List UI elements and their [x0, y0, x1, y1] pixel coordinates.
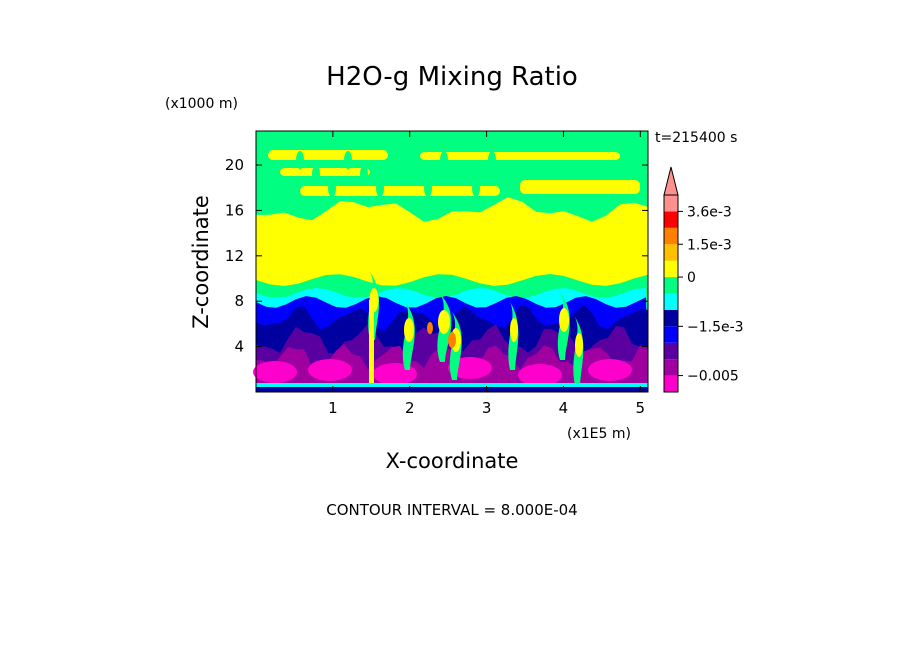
field-column [369, 300, 374, 392]
field-upper-cell [328, 179, 336, 197]
contour-field [253, 131, 648, 392]
x-tick-label: 3 [482, 399, 492, 417]
field-plume-core [404, 318, 414, 342]
x-axis-label: X-coordinate [386, 449, 519, 473]
colorbar-label: 3.6e-3 [687, 204, 732, 220]
colorbar-label: −0.005 [687, 369, 739, 385]
field-upper-streak [280, 168, 370, 176]
y-tick-label: 8 [234, 292, 244, 310]
colorbar-swatch [664, 326, 678, 343]
field-upper-cell [408, 165, 416, 183]
y-tick-label: 16 [225, 201, 244, 219]
colorbar-swatch [664, 359, 678, 376]
field-magenta-blob [253, 361, 297, 383]
x-tick-label: 2 [405, 399, 415, 417]
colorbar-label: 0 [687, 270, 696, 286]
colorbar-swatch [664, 277, 678, 294]
colorbar-swatch [664, 260, 678, 278]
y-axis-label: Z-coordinate [189, 195, 213, 329]
chart-title: H2O-g Mixing Ratio [326, 62, 578, 92]
field-magenta-blob [308, 359, 352, 381]
field-upper-streak [520, 180, 640, 194]
colorbar-swatch [664, 375, 678, 392]
field-plume-core [559, 308, 569, 332]
colorbar-swatch [664, 227, 678, 245]
colorbar-arrow [663, 166, 679, 196]
field-upper-cell [312, 165, 320, 183]
field-upper-cell [296, 151, 304, 169]
field-upper-cell [424, 179, 432, 197]
field-upper-cell [488, 151, 496, 169]
field-upper-cell [344, 151, 352, 169]
field-upper-streak [300, 186, 500, 196]
x-unit-label: (x1E5 m) [567, 426, 631, 442]
y-axis: 4 8 12 16 20 [225, 156, 648, 356]
colorbar-swatch [664, 244, 678, 261]
colorbar-frame [663, 194, 679, 393]
field-magenta-blob [588, 359, 632, 381]
field-upper-cell [376, 179, 384, 197]
x-tick-label: 4 [559, 399, 569, 417]
field-upper-cell [392, 151, 400, 169]
contour-plot [253, 130, 649, 393]
field-surface-cyan [256, 383, 648, 387]
colorbar-swatch [664, 211, 678, 228]
field-plume-peak [448, 332, 456, 348]
colorbar-swatch [664, 293, 678, 310]
field-upper-cell [360, 165, 368, 183]
colorbar-swatch [664, 309, 678, 327]
colorbar-swatch [664, 195, 678, 212]
y-tick-label: 12 [225, 247, 244, 265]
field-plume-peak [427, 322, 433, 334]
field-plume-core [438, 310, 450, 334]
y-tick-label: 20 [225, 156, 244, 174]
x-tick-label: 5 [636, 399, 646, 417]
field-plume-core [575, 333, 583, 357]
x-tick-label: 1 [328, 399, 338, 417]
colorbar-label: 1.5e-3 [687, 237, 732, 253]
field-magenta-blob [518, 364, 562, 386]
contour-interval-label: CONTOUR INTERVAL = 8.000E-04 [326, 501, 577, 519]
time-label: t=215400 s [655, 130, 737, 146]
field-surface-navy [256, 387, 648, 392]
y-unit-label: (x1000 m) [165, 96, 238, 112]
field-upper-cell [456, 165, 464, 183]
colorbar: 3.6e-3 1.5e-3 0 −1.5e-3 −0.005 [663, 166, 744, 393]
field-plume-core [510, 318, 518, 342]
field-upper-streak [420, 152, 620, 160]
field-mid-band [256, 197, 648, 286]
colorbar-label: −1.5e-3 [687, 319, 744, 335]
y-tick-label: 4 [234, 338, 244, 356]
field-upper-cell [472, 179, 480, 197]
x-axis: 1 2 3 4 5 [328, 131, 645, 417]
field-upper-cell [504, 165, 512, 183]
field-upper-streak [268, 150, 388, 160]
plot-frame [255, 130, 649, 393]
colorbar-swatch [664, 342, 678, 360]
field-upper-cell [440, 151, 448, 169]
field-magenta-blob [373, 363, 417, 385]
